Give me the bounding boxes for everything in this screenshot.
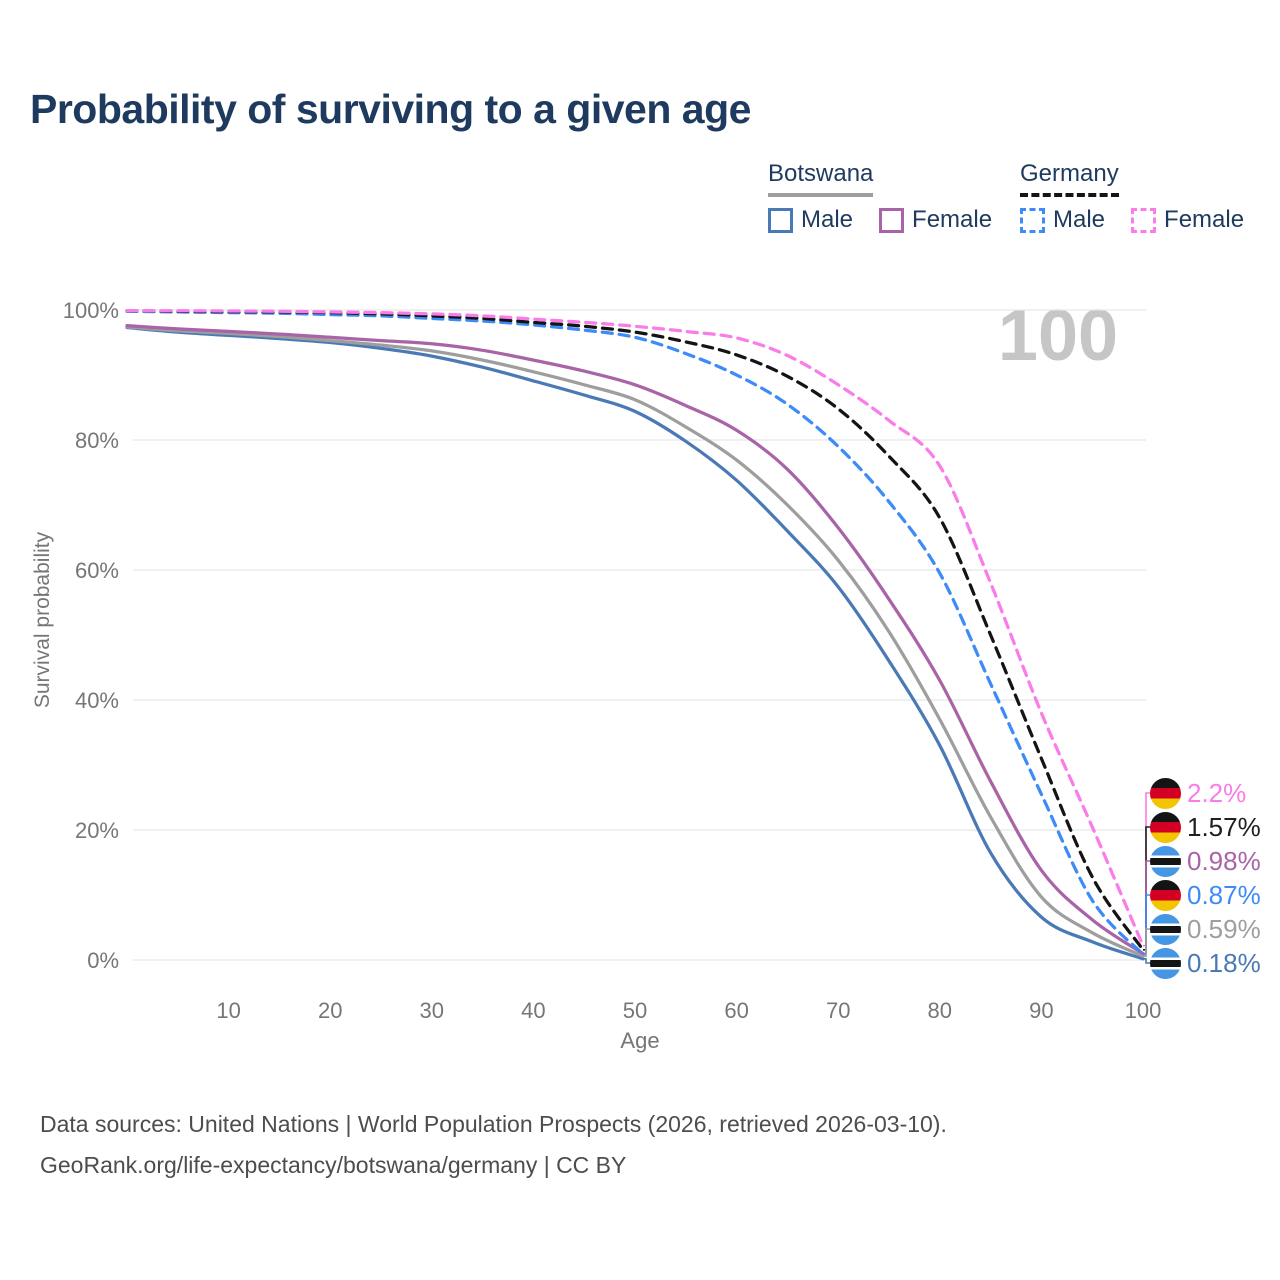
germany-flag-icon [1150,811,1181,843]
legend-country-germany[interactable]: Germany [1020,160,1119,197]
end-label-row-germany-combined: 1.57% [1150,811,1261,843]
series-line-botswana-female[interactable] [125,323,1145,956]
end-value-label: 2.2% [1187,777,1247,808]
legend-items-germany: Male Female [1020,206,1270,234]
x-tick-label: 30 [420,998,444,1023]
end-label-row-botswana-male: 0.18% [1150,947,1261,979]
end-label-row-germany-female: 2.2% [1150,777,1246,809]
legend-country-botswana[interactable]: Botswana [768,160,874,197]
legend-item-botswana-male[interactable]: Male [768,206,853,234]
legend-items-botswana: Male Female [768,206,1018,234]
legend-swatch-icon [1020,207,1045,233]
y-tick-label: 80% [75,428,119,453]
legend-swatch-icon [768,207,793,233]
series-line-germany-male[interactable] [125,309,1145,956]
botswana-flag-icon [1150,845,1181,877]
x-tick-label: 100 [1125,998,1162,1023]
series-line-botswana-male[interactable] [125,325,1145,961]
hovered-age-watermark: 100 [997,296,1119,376]
legend-item-label: Female [912,206,993,233]
footer-attribution-link: GeoRank.org/life-expectancy/botswana/ger… [40,1152,627,1178]
y-tick-label: 0% [87,948,119,973]
end-value-label: 1.57% [1187,811,1261,842]
legend-swatch-icon [879,207,905,233]
x-tick-label: 90 [1029,998,1053,1023]
x-tick-label: 20 [318,998,342,1023]
end-value-label: 0.59% [1187,913,1261,944]
y-tick-label: 20% [75,818,119,843]
end-label-row-botswana-female: 0.98% [1150,845,1261,877]
footer: Data sources: United Nations | World Pop… [40,1104,947,1186]
end-value-label: 0.87% [1187,879,1261,910]
legend-item-label: Female [1164,206,1245,233]
end-value-label: 0.98% [1187,845,1261,876]
x-tick-label: 40 [521,998,545,1023]
end-label-row-botswana-combined: 0.59% [1150,913,1261,945]
x-tick-label: 80 [928,998,952,1023]
botswana-flag-icon [1150,913,1181,945]
y-tick-label: 60% [75,558,119,583]
legend-group-botswana: Botswana Male Female [768,160,1018,234]
end-value-label: 0.18% [1187,947,1261,978]
legend-item-label: Male [1053,206,1106,233]
series-line-botswana-combined[interactable] [125,325,1145,958]
x-tick-label: 60 [724,998,748,1023]
footer-data-sources: Data sources: United Nations | World Pop… [40,1111,947,1137]
series-line-germany-female[interactable] [125,309,1145,948]
y-axis-title: Survival probability [31,531,54,709]
botswana-flag-icon [1150,947,1181,979]
legend-item-label: Male [801,206,854,233]
germany-flag-icon [1150,879,1181,911]
legend-item-botswana-female[interactable]: Female [879,206,992,234]
legend-item-germany-male[interactable]: Male [1020,206,1105,234]
x-tick-label: 10 [216,998,240,1023]
y-tick-label: 40% [75,688,119,713]
legend-item-germany-female[interactable]: Female [1131,206,1244,234]
legend-swatch-icon [1131,207,1157,233]
end-label-row-germany-male: 0.87% [1150,879,1261,911]
legend-group-germany: Germany Male Female [1020,160,1270,234]
series-line-germany-combined[interactable] [125,309,1145,952]
x-tick-label: 70 [826,998,850,1023]
x-axis-title: Age [620,1028,660,1053]
x-tick-label: 50 [623,998,647,1023]
page-title: Probability of surviving to a given age [30,86,751,132]
y-tick-label: 100% [63,298,119,323]
germany-flag-icon [1150,777,1181,809]
